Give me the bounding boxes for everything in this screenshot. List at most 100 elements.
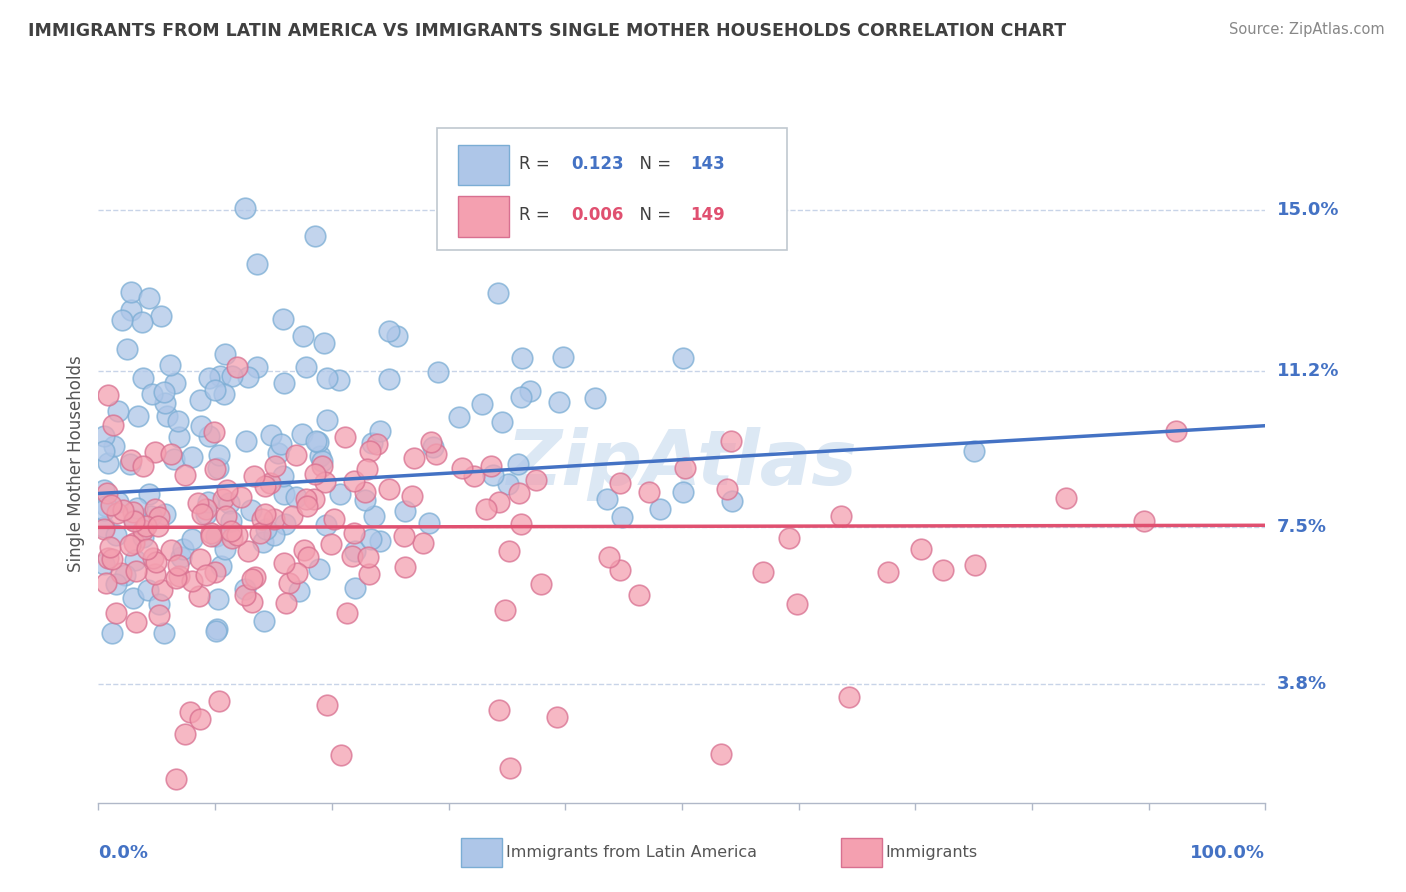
Point — [135, 519, 157, 533]
Point — [153, 385, 176, 400]
Point — [292, 328, 315, 343]
Point — [212, 492, 235, 507]
Point — [488, 703, 510, 717]
Text: 143: 143 — [690, 154, 725, 172]
Point — [291, 426, 314, 441]
Point — [141, 387, 163, 401]
Point — [100, 499, 122, 513]
Point — [97, 456, 120, 470]
Point — [254, 522, 277, 536]
Point — [510, 390, 533, 404]
Point — [93, 523, 115, 537]
Point — [200, 525, 222, 540]
Text: Source: ZipAtlas.com: Source: ZipAtlas.com — [1229, 22, 1385, 37]
Text: Immigrants: Immigrants — [886, 846, 979, 860]
Point — [420, 434, 443, 449]
Point — [231, 490, 253, 504]
Point — [311, 459, 333, 474]
Point — [361, 435, 384, 450]
Text: R =: R = — [519, 206, 560, 224]
Point — [93, 428, 115, 442]
Point — [207, 460, 229, 475]
Point — [1054, 491, 1077, 505]
Point — [190, 419, 212, 434]
Point — [404, 451, 426, 466]
Point — [1132, 514, 1154, 528]
Point — [111, 503, 134, 517]
Point — [148, 597, 170, 611]
Point — [264, 459, 287, 474]
Point — [498, 544, 520, 558]
Point — [145, 566, 167, 581]
Point — [330, 747, 353, 762]
Point — [932, 563, 955, 577]
Point — [488, 495, 510, 509]
Point — [271, 311, 294, 326]
Point — [838, 690, 860, 704]
Point — [148, 510, 170, 524]
Text: N =: N = — [630, 206, 676, 224]
Point — [120, 285, 142, 299]
Point — [165, 772, 187, 787]
Point — [363, 508, 385, 523]
Point — [551, 350, 574, 364]
Point — [627, 588, 650, 602]
Point — [530, 577, 553, 591]
Point — [305, 434, 328, 448]
Point — [270, 437, 292, 451]
Point — [107, 404, 129, 418]
Point — [510, 517, 533, 532]
Point — [498, 761, 520, 775]
Point — [295, 360, 318, 375]
Point — [963, 558, 986, 572]
Point — [752, 566, 775, 580]
Point — [481, 458, 503, 473]
Point — [204, 565, 226, 579]
Point — [132, 458, 155, 473]
Point — [425, 447, 447, 461]
Point — [153, 507, 176, 521]
Point — [450, 461, 472, 475]
Point — [204, 384, 226, 398]
Point — [494, 603, 516, 617]
Point — [508, 486, 530, 500]
Text: 3.8%: 3.8% — [1277, 675, 1327, 693]
Point — [638, 484, 661, 499]
Point — [219, 514, 242, 528]
Point — [302, 492, 325, 507]
Point — [111, 313, 134, 327]
Point — [195, 568, 218, 582]
Point — [187, 496, 209, 510]
Point — [132, 371, 155, 385]
Point — [292, 542, 315, 557]
Point — [105, 506, 128, 520]
Point — [136, 541, 159, 556]
Text: 7.5%: 7.5% — [1277, 518, 1326, 536]
Point — [160, 447, 183, 461]
Point — [174, 467, 197, 482]
Point — [385, 329, 408, 343]
Point — [246, 359, 269, 374]
Point — [150, 582, 173, 597]
Point — [236, 370, 259, 384]
Point — [246, 258, 269, 272]
Point — [207, 591, 229, 606]
Text: 0.123: 0.123 — [571, 154, 624, 172]
Y-axis label: Single Mother Households: Single Mother Households — [66, 356, 84, 572]
Point — [273, 376, 295, 391]
Point — [294, 491, 316, 506]
Point — [221, 369, 243, 384]
Point — [188, 589, 211, 603]
Point — [343, 582, 366, 596]
Point — [145, 555, 167, 569]
FancyBboxPatch shape — [458, 196, 509, 236]
Text: Immigrants from Latin America: Immigrants from Latin America — [506, 846, 758, 860]
Text: R =: R = — [519, 154, 560, 172]
Point — [221, 531, 243, 545]
Point — [284, 448, 307, 462]
Point — [252, 535, 274, 549]
Point — [830, 508, 852, 523]
Point — [143, 502, 166, 516]
Point — [354, 485, 377, 500]
Point — [585, 391, 607, 405]
